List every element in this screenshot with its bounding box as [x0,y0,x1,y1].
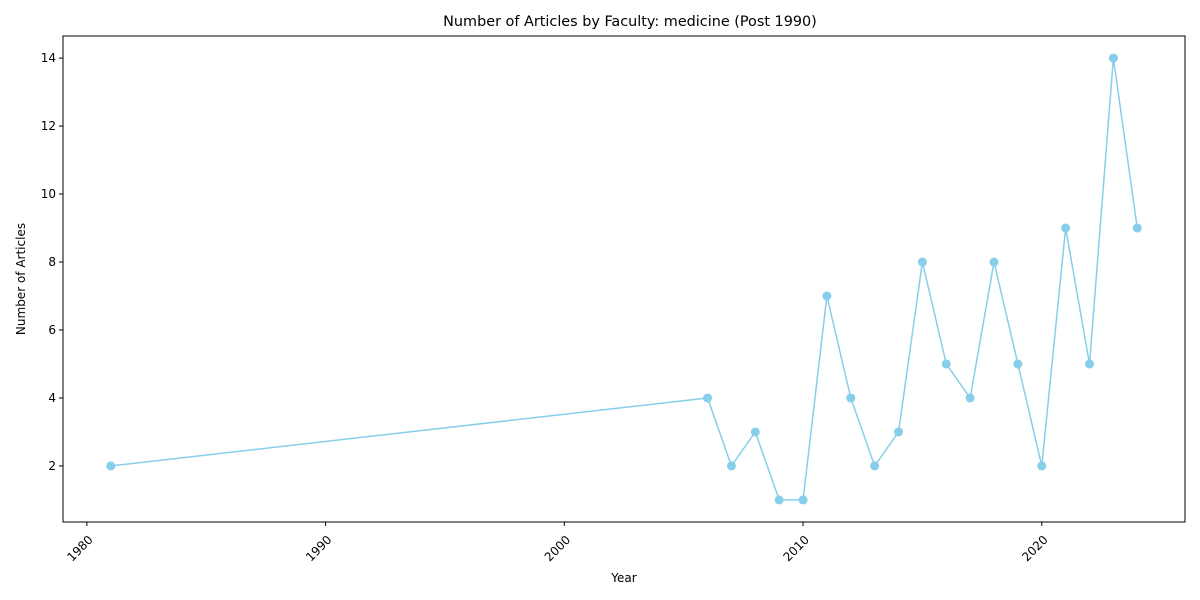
data-point [726,461,736,471]
y-tick-label: 4 [48,391,56,405]
data-point [1013,359,1023,369]
data-point [870,461,880,471]
data-point [894,427,904,437]
y-tick-label: 14 [41,51,56,65]
data-point [846,393,856,403]
data-point [965,393,975,403]
data-point [106,461,116,471]
data-point [989,257,999,267]
data-point [941,359,951,369]
data-point [1037,461,1047,471]
data-point [1108,53,1118,63]
data-point [774,495,784,505]
y-axis-title: Number of Articles [14,223,28,335]
data-point [1061,223,1071,233]
plot-frame [62,35,1186,523]
y-tick-label: 10 [41,187,56,201]
y-axis: 2 4 6 8 10 12 14 [41,51,63,473]
data-point [750,427,760,437]
data-point [1085,359,1095,369]
y-tick-label: 8 [48,255,56,269]
data-point [798,495,808,505]
series-line [110,57,1139,501]
y-tick-label: 6 [48,323,56,337]
y-tick-label: 12 [41,119,56,133]
chart-title: Number of Articles by Faculty: medicine … [443,14,817,30]
data-point [822,291,832,301]
y-tick-label: 2 [48,459,56,473]
plot-area [106,53,1142,505]
x-axis-title: Year [610,571,636,585]
data-point [703,393,713,403]
data-point [917,257,927,267]
data-point [1132,223,1142,233]
